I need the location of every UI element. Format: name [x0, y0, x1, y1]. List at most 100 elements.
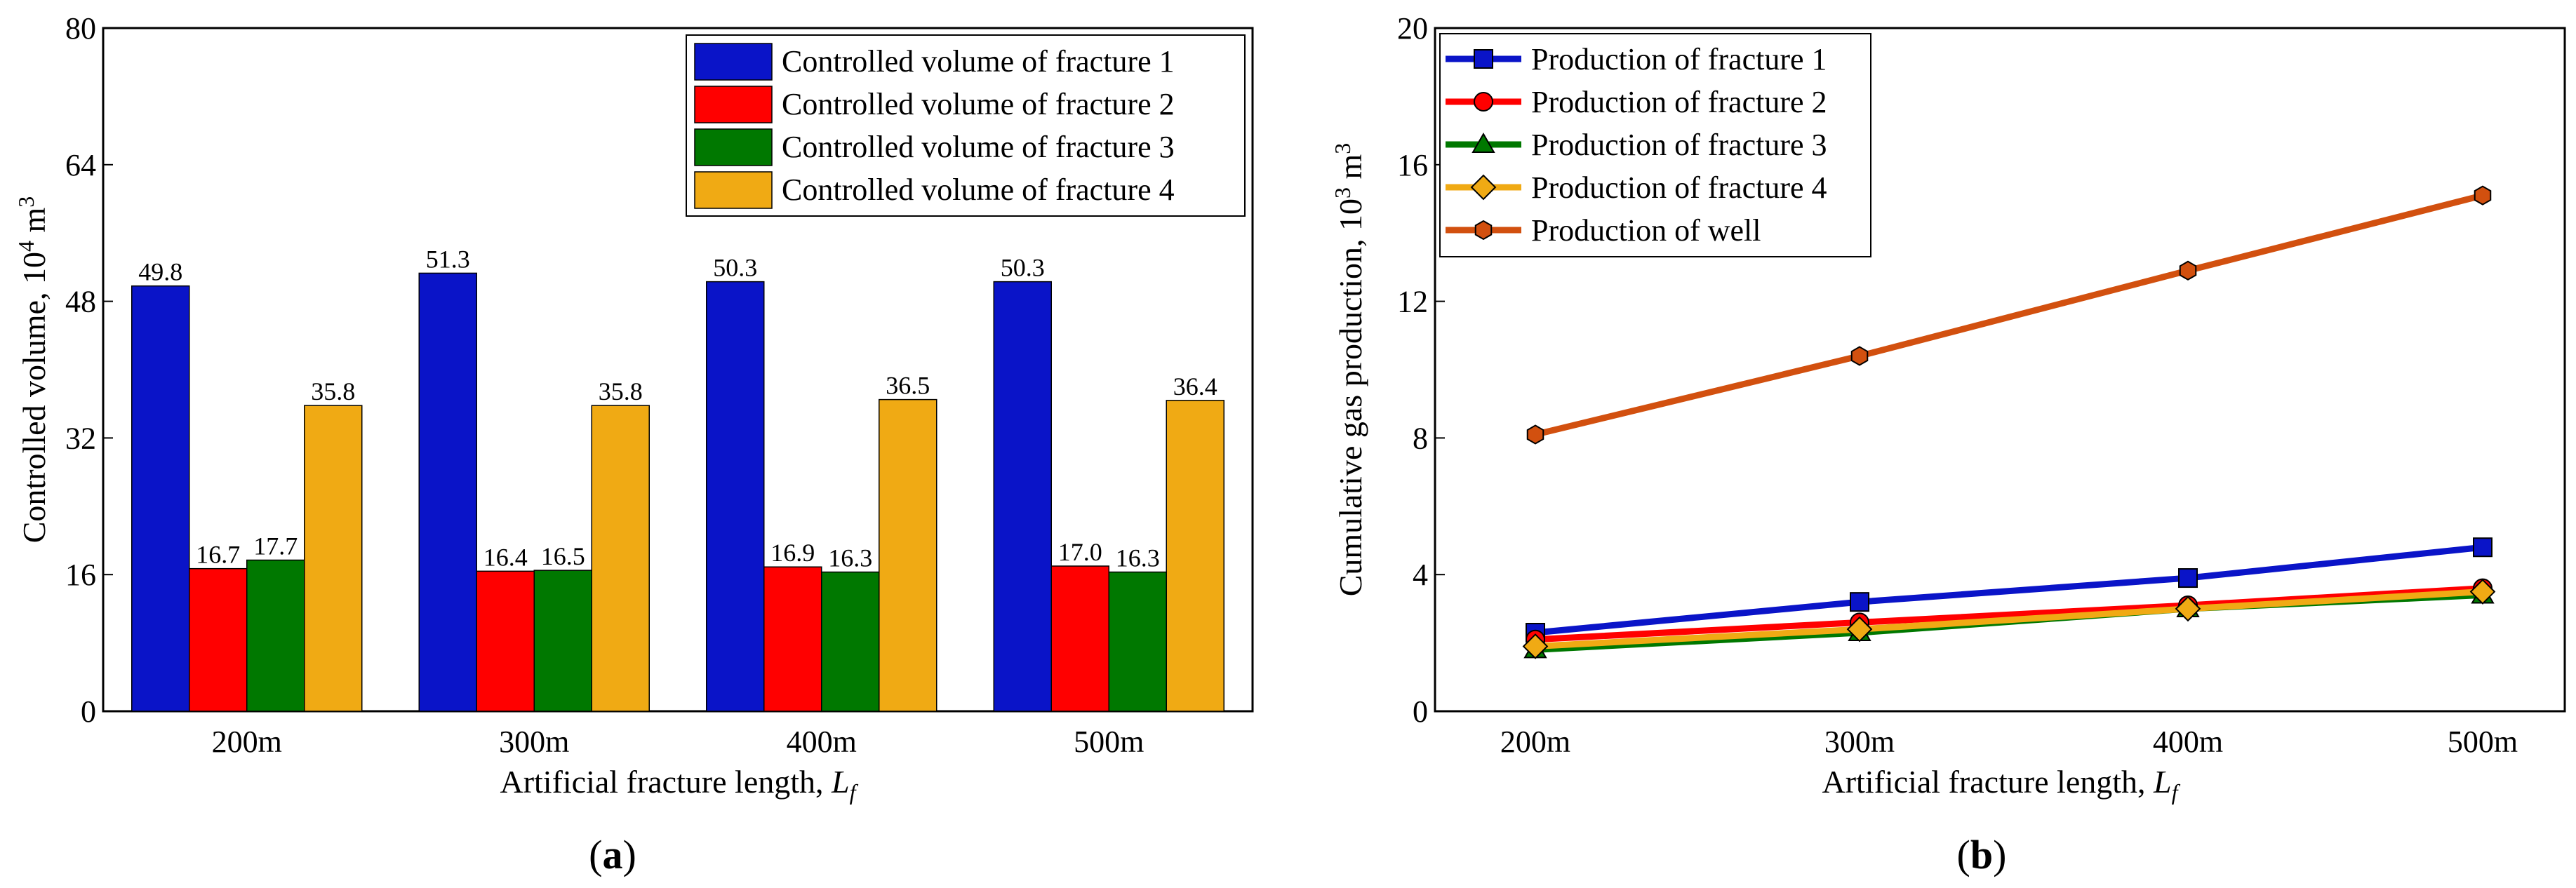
- bar-data-label: 16.9: [770, 539, 815, 567]
- x-tick-label: 300m: [1824, 725, 1895, 759]
- series-line-production-of-fracture-1: [1535, 544, 2483, 636]
- bar-300m-fracture-4: [591, 405, 650, 712]
- y-axis-label-a: Controlled volume, 104 m3: [13, 196, 52, 544]
- legend-marker: [1474, 92, 1493, 112]
- bar-data-label: 35.8: [311, 377, 355, 405]
- legend-entry-label: Production of well: [1531, 213, 1761, 248]
- bar-400m-fracture-1: [706, 281, 765, 712]
- x-ticks-group-b: 200m 300m 400m 500m: [1500, 725, 2518, 759]
- legend-marker: [1470, 174, 1497, 201]
- legend-entry-label: Production of fracture 4: [1531, 170, 1827, 205]
- bar-400m-fracture-2: [763, 566, 822, 712]
- bar-400m-fracture-3: [821, 571, 880, 712]
- panel-caption-b: (b): [1957, 832, 2007, 877]
- x-tick-label: 200m: [212, 725, 282, 759]
- bar-chart-panel-a: 49.8 16.7 17.7 35.8 51.3 16.4 16.5 35.8 50.3 16.9…: [13, 11, 1254, 877]
- y-ticks-group-b: 0 4 8 12 16 20: [1397, 11, 1445, 729]
- y-tick-label: 0: [81, 694, 96, 729]
- marker-production-of-fracture-1-500m: [2473, 537, 2492, 558]
- legend-frame-a: [686, 34, 1246, 217]
- y-tick-label: 16: [1397, 148, 1428, 182]
- marker-production-of-well-300m: [1850, 346, 1869, 366]
- bar-data-label: 17.7: [253, 532, 298, 560]
- y-tick-label: 8: [1413, 421, 1428, 455]
- marker-production-of-fracture-4-300m: [1846, 616, 1873, 643]
- y-tick-label: 80: [65, 11, 96, 46]
- x-tick-label: 500m: [1074, 725, 1144, 759]
- bar-500m-fracture-1: [993, 281, 1052, 712]
- y-axis-label-b: Cumulative gas production, 103 m3: [1330, 143, 1368, 597]
- legend-entry-label: Production of fracture 1: [1531, 42, 1827, 76]
- bar-data-label: 17.0: [1058, 538, 1102, 566]
- bar-300m-fracture-2: [476, 570, 535, 712]
- legend-swatch: [694, 86, 773, 123]
- lines-group-b: [1534, 192, 2484, 653]
- bar-data-label: 16.7: [196, 541, 240, 569]
- data-labels-group-a: 49.8 16.7 17.7 35.8 51.3 16.4 16.5 35.8 50.3 16.9…: [138, 245, 1217, 572]
- bar-500m-fracture-4: [1166, 400, 1224, 712]
- y-tick-label: 32: [65, 421, 96, 455]
- y-tick-label: 64: [65, 148, 96, 182]
- y-ticks-group-a: 0 16 32 48 64 80: [65, 11, 113, 729]
- bar-500m-fracture-3: [1108, 571, 1167, 712]
- series-line-production-of-fracture-2: [1535, 585, 2483, 643]
- x-axis-label-a: Artificial fracture length, Lf: [500, 764, 858, 805]
- x-ticks-group-a: 200m 300m 400m 500m: [212, 725, 1144, 759]
- legend-marker: [1474, 49, 1493, 69]
- bar-data-label: 16.3: [1116, 544, 1160, 572]
- marker-production-of-fracture-1-400m: [2178, 568, 2198, 588]
- series-line-production-of-well: [1534, 192, 2484, 438]
- legend-entry-label: Controlled volume of fracture 4: [782, 173, 1175, 207]
- legend-swatch: [694, 128, 773, 166]
- bar-200m-fracture-4: [304, 405, 363, 712]
- y-tick-label: 20: [1397, 11, 1428, 46]
- x-axis-label-b: Artificial fracture length, Lf: [1822, 764, 2180, 805]
- markers-group-b: [1522, 185, 2496, 659]
- marker-production-of-fracture-1-300m: [1850, 592, 1869, 612]
- x-tick-label: 300m: [499, 725, 569, 759]
- bar-300m-fracture-3: [533, 570, 592, 712]
- bar-data-label: 16.3: [828, 544, 872, 572]
- legend-entry-label: Production of fracture 2: [1531, 85, 1827, 119]
- bar-200m-fracture-1: [131, 285, 190, 712]
- bars-group-a: [131, 272, 1224, 712]
- legend-entry-label: Controlled volume of fracture 3: [782, 130, 1175, 164]
- marker-production-of-fracture-4-500m: [2469, 579, 2496, 605]
- plot-frame-a: [102, 27, 1254, 713]
- plot-frame-b: [1434, 27, 2566, 713]
- legend-marker: [1471, 133, 1495, 154]
- marker-production-of-well-200m: [1526, 424, 1544, 445]
- bar-data-label: 16.5: [541, 542, 585, 570]
- bar-data-label: 36.4: [1173, 372, 1217, 401]
- bar-500m-fracture-2: [1050, 565, 1109, 712]
- marker-production-of-fracture-4-200m: [1522, 633, 1549, 659]
- bar-200m-fracture-3: [246, 559, 305, 712]
- x-tick-label: 400m: [787, 725, 857, 759]
- y-tick-label: 4: [1413, 558, 1428, 592]
- bar-data-label: 36.5: [886, 372, 930, 400]
- bar-data-label: 50.3: [713, 254, 757, 282]
- y-tick-label: 48: [65, 285, 96, 319]
- bar-data-label: 51.3: [426, 245, 470, 273]
- x-tick-label: 500m: [2448, 725, 2518, 759]
- legend-entry-label: Controlled volume of fracture 2: [782, 87, 1175, 121]
- legend-entry-label: Production of fracture 3: [1531, 128, 1827, 162]
- legend-b: Production of fracture 1 Production of fr…: [1439, 33, 1871, 257]
- bar-400m-fracture-4: [879, 398, 937, 712]
- marker-production-of-well-500m: [2474, 185, 2492, 206]
- y-tick-label: 16: [65, 558, 96, 592]
- line-chart-panel-b: 0 4 8 12 16 20 200m 300m 400m 500m Artificial fr…: [1330, 11, 2566, 877]
- legend-swatch: [694, 43, 773, 81]
- y-tick-label: 0: [1413, 694, 1428, 729]
- legend-marker: [1474, 220, 1493, 241]
- x-tick-label: 200m: [1500, 725, 1570, 759]
- marker-production-of-well-400m: [2179, 260, 2197, 281]
- bar-300m-fracture-1: [418, 272, 477, 712]
- legend-entry-label: Controlled volume of fracture 1: [782, 44, 1175, 79]
- legend-a: Controlled volume of fracture 1 Controlle…: [686, 34, 1246, 217]
- series-line-production-of-fracture-4: [1535, 588, 2483, 650]
- x-tick-label: 400m: [2153, 725, 2223, 759]
- bar-data-label: 16.4: [483, 543, 528, 571]
- bar-data-label: 49.8: [138, 258, 182, 286]
